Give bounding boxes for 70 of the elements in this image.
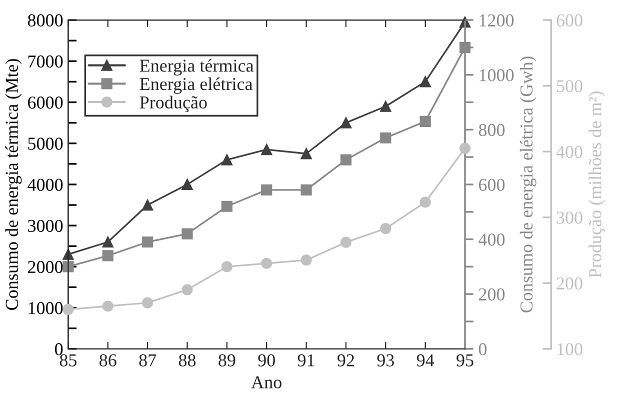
y3-tick-label: 200 [556,277,582,290]
point [340,154,352,166]
point [142,199,154,211]
y-tick-label: 2000 [28,260,63,274]
point [420,76,431,88]
point [102,236,114,248]
y-tick-label: 0 [55,343,63,356]
y-tick-label: 6000 [28,96,63,109]
point [380,132,392,144]
x-tick-label: 85 [60,354,77,366]
y-axis-title: Consumo de energia térmica (Mte) [5,59,22,310]
legend-label: Energia elétrica [140,77,253,94]
y-tick-label: 5000 [28,138,63,150]
x-axis-title: Ano [251,376,282,388]
y-tick-label: 8000 [28,14,63,26]
y-tick-label: 4000 [28,178,63,191]
point [62,261,74,272]
point [340,117,352,128]
point [300,254,312,266]
y3-tick-label: 400 [556,146,582,158]
y3-tick-label: 500 [557,80,582,92]
y3-tick-label: 100 [558,343,582,356]
y2-tick-label: 200 [478,288,505,301]
x-tick-label: 93 [377,354,394,366]
y2-tick-label: 1200 [480,14,514,26]
x-tick-label: 90 [258,354,275,366]
point [420,116,431,127]
point [380,100,392,112]
point [261,184,272,196]
point [62,304,74,315]
point [459,142,471,154]
x-tick-label: 86 [100,354,116,366]
point [102,300,114,312]
x-tick-label: 88 [178,354,196,366]
point [142,297,154,308]
x-tick-label: 92 [338,354,354,366]
y2-tick-label: 400 [478,234,505,246]
point [300,148,312,160]
x-tick-label: 94 [416,354,434,366]
x-tick-label: 87 [139,354,156,366]
y-tick-label: 1000 [28,302,63,314]
y3-tick-label: 300 [556,212,582,224]
y2-tick-label: 800 [478,124,505,136]
x-tick-label: 91 [298,354,314,366]
point [300,184,312,196]
y2-axis-title: Consumo de energia elétrica (Gwh) [520,56,536,312]
x-tick-label: 89 [218,354,236,366]
y-tick-label: 3000 [28,220,63,232]
point [142,236,154,248]
point [261,258,272,269]
y2-tick-label: 0 [478,343,487,356]
point [221,261,232,272]
point [102,250,114,262]
y3-axis-title: Produção (milhões de m²) [588,92,605,278]
point [221,154,232,166]
point [340,236,352,248]
point [261,144,272,156]
y2-tick-label: 600 [478,178,505,191]
x-tick-label: 95 [456,354,474,366]
y3-tick-label: 600 [556,14,582,26]
legend-label: Produção [140,96,207,112]
y2-tick-label: 1000 [480,69,514,82]
point [380,222,392,234]
legend-label: Energia térmica [140,59,254,76]
point [182,178,193,190]
point [221,200,232,212]
point [182,228,193,240]
y-tick-label: 7000 [28,55,63,68]
point [420,196,431,208]
point [182,284,193,296]
